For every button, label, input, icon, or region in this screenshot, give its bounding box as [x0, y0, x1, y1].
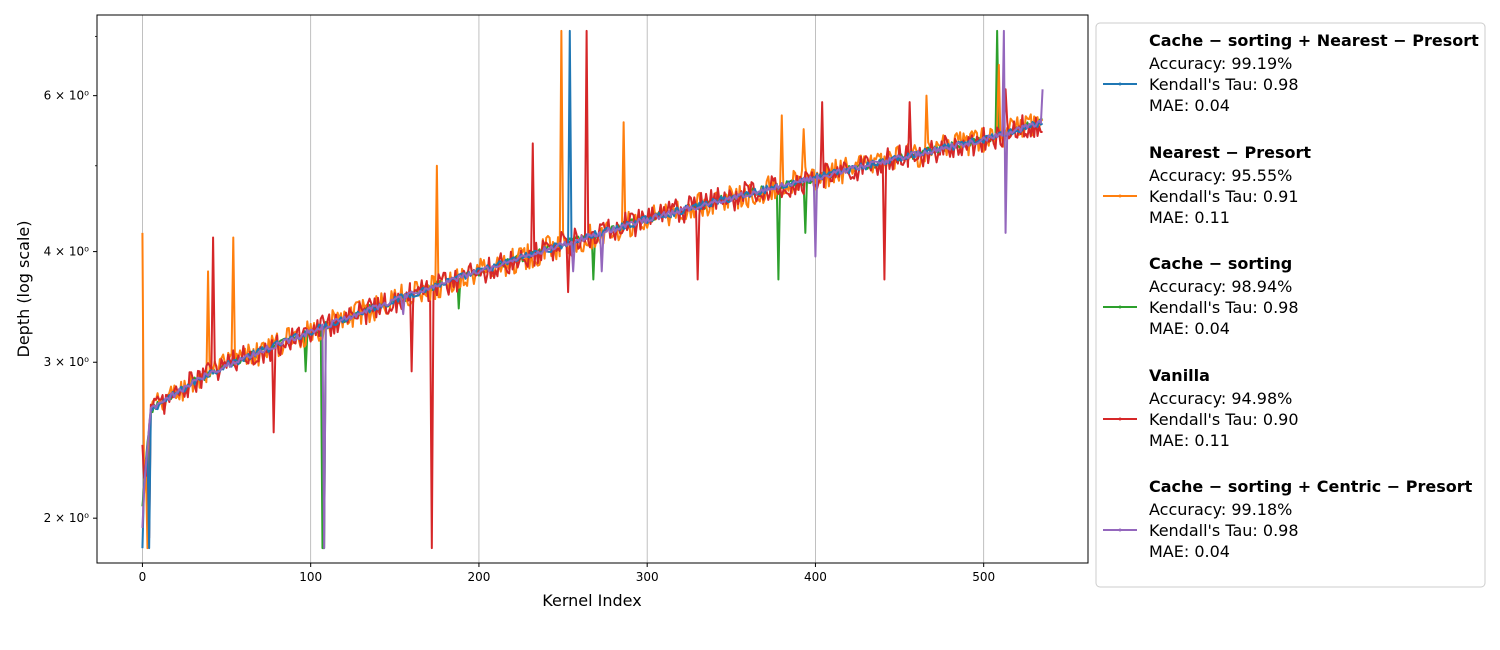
x-axis-label: Kernel Index: [542, 591, 641, 610]
x-tick-label: 200: [467, 570, 490, 584]
gridlines: [142, 15, 985, 563]
y-tick-label: 2 × 10⁰: [44, 511, 90, 525]
legend-stat: MAE: 0.11: [1149, 208, 1230, 227]
legend-marker: [1118, 417, 1122, 421]
legend-stat: Accuracy: 99.19%: [1149, 54, 1292, 73]
legend-stat: Accuracy: 99.18%: [1149, 500, 1292, 519]
x-tick-label: 400: [804, 570, 827, 584]
y-tick-label: 4 × 10⁰: [44, 245, 90, 259]
x-tick-label: 0: [139, 570, 147, 584]
legend-series-name: Nearest − Presort: [1149, 143, 1311, 162]
legend-stat: Accuracy: 98.94%: [1149, 277, 1292, 296]
plot-area-background: [97, 15, 1088, 563]
legend-stat: MAE: 0.11: [1149, 431, 1230, 450]
legend-entry: Cache − sorting + Centric − Presort Accur…: [1103, 477, 1473, 561]
legend-marker: [1118, 194, 1122, 198]
x-tick-label: 100: [299, 570, 322, 584]
legend-stat: MAE: 0.04: [1149, 542, 1230, 561]
legend-marker: [1118, 528, 1122, 532]
legend-entry: Cache − sorting Accuracy: 98.94% Kendall's…: [1103, 254, 1299, 338]
plot-frame: [96, 14, 1089, 564]
legend-stat: MAE: 0.04: [1149, 319, 1230, 338]
legend-marker: [1118, 82, 1122, 86]
legend-entry: Vanilla Accuracy: 94.98% Kendall's Tau: 0.…: [1103, 366, 1299, 450]
legend-stat: Accuracy: 94.98%: [1149, 389, 1292, 408]
legend-series-name: Vanilla: [1149, 366, 1210, 385]
y-tick-label: 6 × 10⁰: [44, 89, 90, 103]
legend-stat: Kendall's Tau: 0.98: [1149, 521, 1299, 540]
legend-series-name: Cache − sorting: [1149, 254, 1292, 273]
legend-entry: Nearest − Presort Accuracy: 95.55% Kendall…: [1103, 143, 1311, 227]
y-axis-ticks: 2 × 10⁰ 3 × 10⁰ 4 × 10⁰ 6 × 10⁰: [44, 35, 97, 525]
legend: Cache − sorting + Nearest − Presort Accur…: [1095, 22, 1486, 588]
legend-stat: Kendall's Tau: 0.98: [1149, 298, 1299, 317]
series-lines: [141, 29, 1044, 550]
series-line: [141, 29, 1044, 550]
x-tick-label: 500: [972, 570, 995, 584]
series-line: [141, 29, 1043, 550]
y-tick-label: 3 × 10⁰: [44, 355, 90, 369]
legend-stat: Kendall's Tau: 0.98: [1149, 75, 1299, 94]
legend-stat: Kendall's Tau: 0.91: [1149, 187, 1299, 206]
legend-marker: [1118, 305, 1122, 309]
x-axis-ticks: 0 100 200 300 400 500: [139, 563, 995, 584]
legend-stat: Kendall's Tau: 0.90: [1149, 410, 1299, 429]
legend-series-name: Cache − sorting + Centric − Presort: [1149, 477, 1473, 496]
legend-stat: Accuracy: 95.55%: [1149, 166, 1292, 185]
y-axis-label: Depth (log scale): [14, 220, 33, 357]
legend-series-name: Cache − sorting + Nearest − Presort: [1149, 31, 1479, 50]
legend-stat: MAE: 0.04: [1149, 96, 1230, 115]
x-tick-label: 300: [636, 570, 659, 584]
legend-box: [1095, 22, 1486, 588]
legend-entry: Cache − sorting + Nearest − Presort Accur…: [1103, 31, 1479, 115]
